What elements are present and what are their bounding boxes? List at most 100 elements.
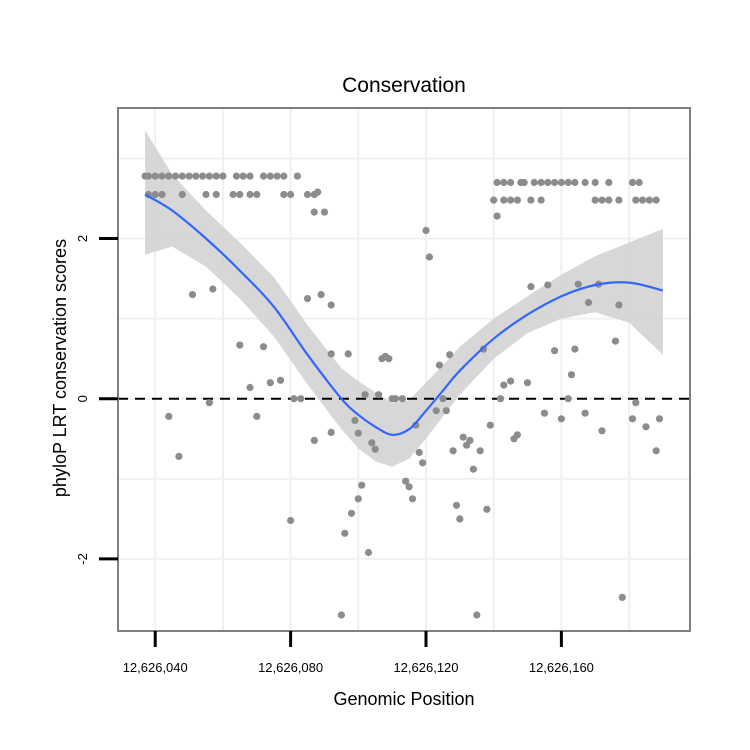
- confidence-band: [145, 130, 663, 467]
- data-point: [591, 178, 599, 187]
- data-point: [635, 178, 643, 187]
- data-point: [446, 351, 454, 359]
- data-point: [239, 172, 247, 180]
- data-point: [655, 415, 664, 423]
- data-point: [425, 253, 433, 261]
- data-point: [564, 178, 572, 187]
- data-point: [165, 412, 173, 420]
- data-point: [327, 301, 335, 309]
- data-point: [442, 407, 450, 415]
- x-tick-label: 12,626,080: [258, 660, 323, 675]
- data-point: [632, 196, 640, 204]
- data-point: [212, 172, 220, 180]
- data-point: [591, 196, 599, 204]
- data-point: [364, 548, 373, 557]
- y-tick-label: 2: [75, 235, 90, 242]
- data-point: [280, 172, 288, 180]
- data-point: [354, 429, 362, 437]
- data-point: [293, 172, 301, 180]
- data-point: [493, 212, 501, 220]
- data-point: [246, 190, 254, 199]
- y-tick-label: -2: [75, 553, 90, 565]
- data-point: [564, 395, 572, 403]
- smooth-curve: [144, 193, 664, 436]
- data-point: [358, 481, 366, 489]
- y-axis-ticks: -2 0 2: [75, 235, 118, 565]
- x-tick-label: 12,626,160: [529, 660, 594, 675]
- data-point: [385, 355, 393, 363]
- data-point: [280, 190, 288, 199]
- confidence-band-layer: [145, 130, 663, 467]
- data-point: [527, 283, 535, 291]
- data-point: [628, 415, 637, 423]
- grid: [118, 108, 690, 631]
- data-point: [273, 172, 281, 180]
- data-point: [303, 190, 312, 199]
- data-point: [507, 196, 515, 204]
- data-point: [486, 421, 494, 429]
- data-point: [144, 172, 153, 180]
- data-point: [507, 178, 515, 187]
- data-point: [557, 415, 566, 423]
- data-point: [351, 416, 359, 424]
- data-point: [598, 427, 606, 435]
- data-point: [398, 395, 406, 403]
- data-point: [310, 208, 318, 216]
- chart-title: Conservation: [342, 74, 466, 97]
- data-point: [178, 190, 186, 199]
- data-point: [551, 178, 559, 187]
- data-point: [188, 291, 197, 299]
- data-point: [327, 428, 335, 436]
- data-point: [490, 196, 498, 204]
- data-point: [652, 447, 660, 455]
- data-point: [259, 343, 268, 351]
- data-point: [354, 495, 362, 503]
- data-point: [178, 172, 186, 180]
- data-point: [537, 196, 545, 204]
- data-point: [212, 190, 220, 199]
- data-point: [439, 395, 447, 403]
- data-point: [151, 190, 159, 199]
- smooth-curve-layer: [144, 193, 664, 436]
- data-point: [483, 505, 491, 513]
- data-point: [459, 433, 467, 441]
- data-point: [571, 178, 579, 187]
- data-point: [229, 190, 237, 199]
- data-point: [320, 208, 329, 216]
- data-point: [205, 399, 213, 407]
- data-point: [581, 178, 589, 187]
- data-point: [527, 196, 535, 204]
- data-point: [347, 509, 356, 517]
- x-axis-title: Genomic Position: [333, 689, 474, 709]
- data-point: [632, 399, 640, 407]
- data-point: [652, 196, 660, 204]
- data-point: [341, 529, 349, 537]
- plot-frame: [117, 107, 691, 632]
- data-point: [615, 196, 623, 204]
- data-point: [371, 445, 379, 453]
- data-point: [432, 407, 440, 415]
- data-point: [544, 178, 552, 187]
- data-point: [327, 350, 335, 358]
- y-tick-label: 0: [75, 395, 90, 402]
- data-point: [344, 350, 352, 358]
- data-point: [611, 337, 620, 345]
- data-point: [496, 395, 505, 403]
- data-point: [469, 465, 477, 473]
- data-point: [419, 459, 427, 467]
- data-point: [151, 172, 159, 180]
- data-point: [574, 280, 582, 288]
- data-point: [314, 188, 322, 196]
- data-point: [605, 178, 613, 187]
- data-point: [297, 395, 305, 403]
- data-point: [361, 391, 369, 399]
- data-point: [391, 395, 400, 403]
- data-point: [205, 172, 213, 180]
- data-point: [246, 172, 254, 180]
- data-point: [422, 226, 430, 235]
- data-point: [158, 172, 166, 180]
- data-point: [287, 516, 295, 525]
- data-point: [202, 190, 210, 199]
- data-point: [530, 178, 538, 187]
